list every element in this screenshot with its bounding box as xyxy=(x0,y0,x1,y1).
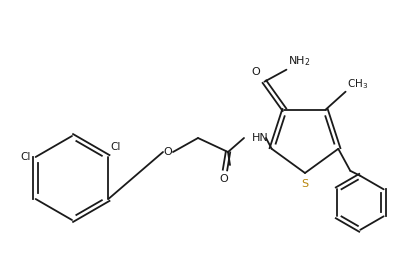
Text: Cl: Cl xyxy=(20,152,31,162)
Text: O: O xyxy=(252,67,260,77)
Text: S: S xyxy=(301,179,308,189)
Text: NH$_2$: NH$_2$ xyxy=(288,54,311,68)
Text: O: O xyxy=(163,147,172,157)
Text: O: O xyxy=(219,174,228,184)
Text: CH$_3$: CH$_3$ xyxy=(347,77,368,91)
Text: Cl: Cl xyxy=(110,142,121,152)
Text: HN: HN xyxy=(252,133,269,143)
